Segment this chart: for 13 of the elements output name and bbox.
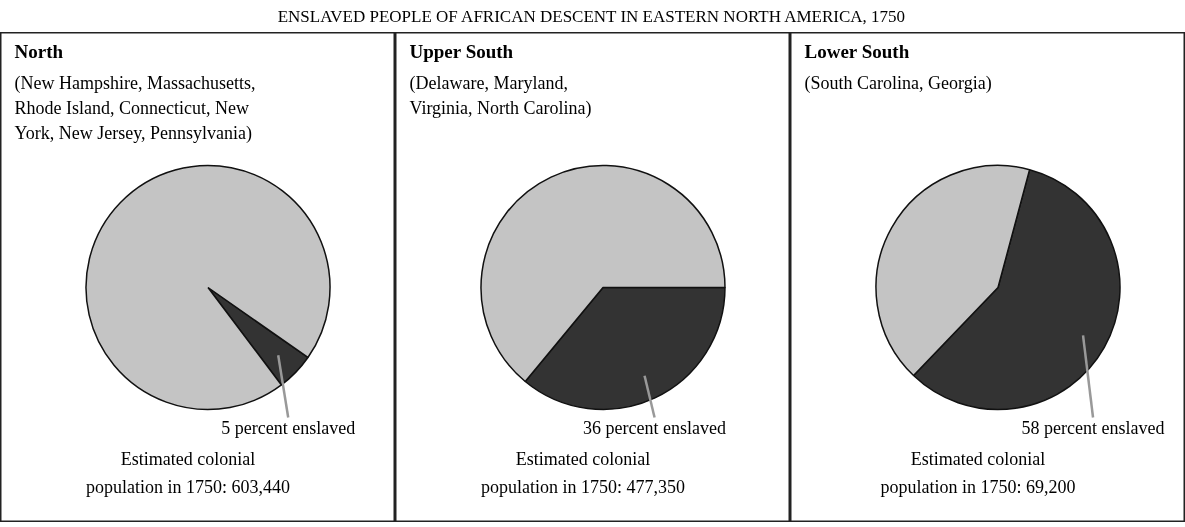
data-label: 5 percent enslaved: [221, 417, 356, 438]
chart-title: Upper South: [409, 40, 514, 62]
chart-subtitle: (Delaware, Maryland, Virginia, North Carolina): [409, 72, 592, 119]
text: Estimated colonial population in 1750: 603,440: [86, 448, 290, 497]
chart-subtitle: (New Hampshire, Massachusetts, Rhode Island, Connecticut, New York, New Jersey, Pennsylvania): [14, 72, 256, 144]
data-label: 58 percent enslaved: [1021, 417, 1165, 438]
text: ENSLAVED PEOPLE OF AFRICAN DESCENT IN EASTERN NORTH AMERICA, 1750: [277, 7, 906, 26]
text: Estimated colonial population in 1750: 69,200: [880, 448, 1076, 497]
chart-title: North: [14, 40, 64, 62]
chart-subtitle: (South Carolina, Georgia): [804, 72, 992, 94]
chart-title: Lower South: [804, 40, 910, 62]
data-label: 36 percent enslaved: [583, 417, 727, 438]
text: Estimated colonial population in 1750: 477,350: [481, 448, 685, 497]
